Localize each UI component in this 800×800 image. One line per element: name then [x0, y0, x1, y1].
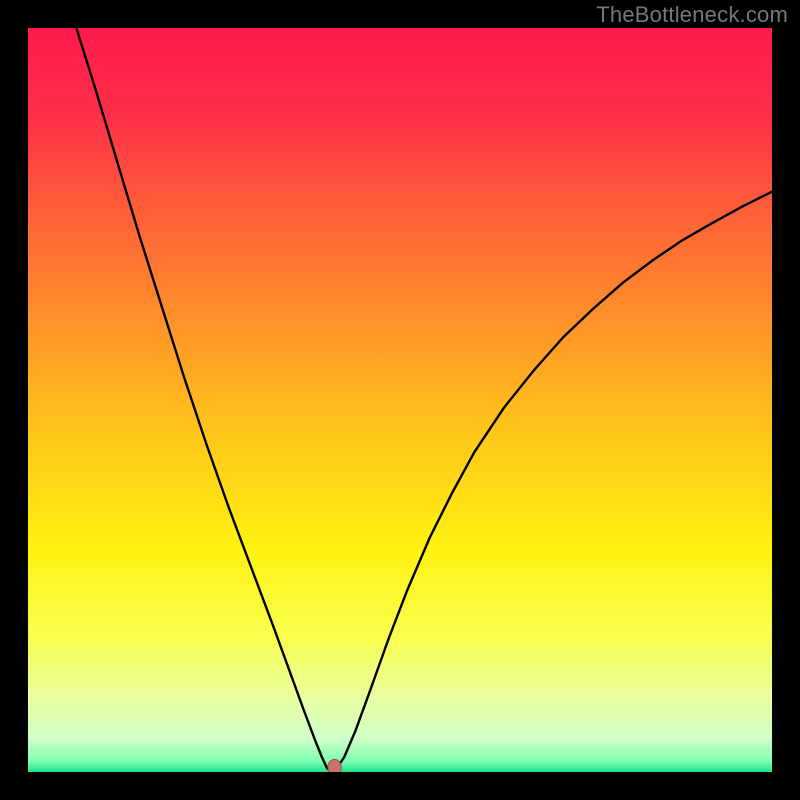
chart-container: TheBottleneck.com [0, 0, 800, 800]
plot-area [28, 28, 772, 772]
watermark-text: TheBottleneck.com [596, 2, 788, 28]
optimum-marker [328, 759, 341, 772]
chart-svg [28, 28, 772, 772]
gradient-background [28, 28, 772, 772]
